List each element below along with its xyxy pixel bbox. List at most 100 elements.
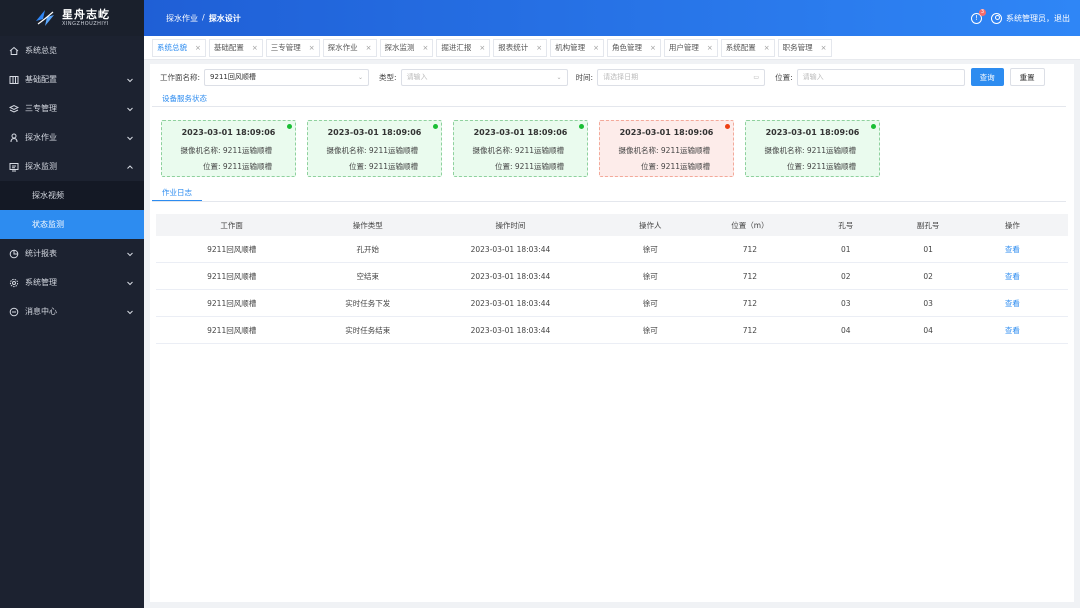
position-value: 9211运输顺槽: [368, 162, 418, 171]
tab-label: 职务管理: [782, 43, 813, 52]
tab-item[interactable]: 角色管理 ×: [607, 38, 661, 57]
sidebar-item-label: 基础配置: [25, 75, 57, 84]
device-card[interactable]: 2023-03-01 18:09:06 摄像机名称: 9211运输顺槽 位置: 92…: [599, 120, 734, 177]
close-icon[interactable]: ×: [650, 43, 656, 52]
view-link[interactable]: 查看: [1004, 325, 1020, 335]
cell-value: 712: [742, 298, 758, 308]
close-icon[interactable]: ×: [365, 43, 372, 52]
device-card[interactable]: 2023-03-01 18:09:06 摄像机名称: 9211运输顺槽 位置: 92…: [161, 120, 296, 177]
sidebar-item[interactable]: 消息中心: [0, 297, 144, 326]
query-button[interactable]: 查询: [970, 68, 1004, 86]
cell-value: 空结束: [356, 271, 379, 281]
cell-value: 徐可: [642, 271, 658, 281]
camera-label: 摄像机名称:: [764, 146, 805, 155]
home-icon: [9, 46, 19, 56]
breadcrumb-separator: /: [202, 12, 205, 22]
logo[interactable]: 星舟志屹 XINGZHOUZHIYI: [0, 0, 144, 36]
sidebar-item-label: 统计报表: [25, 249, 57, 258]
reset-button[interactable]: 重置: [1009, 68, 1045, 86]
close-icon[interactable]: ×: [536, 43, 543, 52]
sidebar-item[interactable]: 三专管理: [0, 94, 144, 123]
close-icon[interactable]: ×: [820, 43, 827, 52]
position-label: 位置:: [786, 162, 805, 171]
sidebar-item[interactable]: 统计报表: [0, 239, 144, 268]
camera-label: 摄像机名称:: [180, 146, 221, 155]
close-icon[interactable]: ×: [422, 43, 429, 52]
close-icon[interactable]: ×: [195, 43, 201, 52]
cell-value: 03: [840, 298, 851, 308]
chevron-down-icon: [126, 134, 134, 142]
table-cell: 01: [899, 245, 956, 254]
tab-item[interactable]: 基础配置 ×: [208, 38, 263, 57]
tab-item[interactable]: 探水监测 ×: [379, 38, 434, 57]
close-icon[interactable]: ×: [593, 43, 599, 52]
close-icon[interactable]: ×: [251, 43, 258, 52]
card-time: 2023-03-01 18:09:06: [327, 128, 422, 137]
column-header: 副孔号: [916, 220, 940, 230]
chevron-down-icon: [126, 279, 134, 287]
close-icon[interactable]: ×: [479, 43, 486, 52]
device-card[interactable]: 2023-03-01 18:09:06 摄像机名称: 9211运输顺槽 位置: 92…: [453, 120, 588, 177]
view-link[interactable]: 查看: [1004, 298, 1020, 308]
sidebar-subitem[interactable]: 探水视频: [0, 181, 144, 210]
tab-item[interactable]: 三专管理 ×: [265, 38, 320, 57]
camera-value: 9211运输顺槽: [514, 146, 564, 155]
type-label: 类型:: [379, 72, 397, 82]
sidebar-item[interactable]: 探水作业: [0, 123, 144, 152]
tab-item[interactable]: 系统配置 ×: [720, 38, 775, 57]
chevron-down-icon: ⌄: [556, 73, 562, 81]
settings-icon: [9, 278, 19, 288]
position-value: 9211运输顺槽: [514, 162, 564, 171]
close-icon[interactable]: ×: [763, 43, 770, 52]
type-select[interactable]: 请输入 ⌄: [400, 68, 568, 86]
tab-item[interactable]: 机构管理 ×: [550, 38, 604, 57]
cell-value: 2023-03-01 18:03:44: [470, 298, 551, 308]
grid-icon: [9, 75, 19, 85]
sidebar-item[interactable]: 探水监测: [0, 152, 144, 181]
cell-value: 01: [923, 244, 933, 254]
column-header: 操作时间: [495, 220, 526, 230]
date-picker[interactable]: 请选择日期 ▭: [597, 68, 766, 86]
sidebar-item[interactable]: 基础配置: [0, 65, 144, 94]
status-dot-icon: [725, 124, 730, 129]
view-link[interactable]: 查看: [1004, 244, 1020, 254]
sidebar-item[interactable]: 系统管理: [0, 268, 144, 297]
chevron-down-icon: [126, 250, 134, 258]
view-link[interactable]: 查看: [1004, 271, 1020, 281]
sidebar-item[interactable]: 系统总览: [0, 36, 144, 65]
device-status-tab[interactable]: 设备服务状态: [152, 93, 217, 107]
top-header: 探水作业 / 探水设计 ! 3 系统管理员，退出: [144, 0, 1080, 36]
tab-item[interactable]: 职务管理 ×: [777, 38, 832, 57]
device-card[interactable]: 2023-03-01 18:09:06 摄像机名称: 9211运输顺槽 位置: 92…: [745, 120, 880, 177]
tab-item[interactable]: 探水作业 ×: [322, 38, 377, 57]
breadcrumb-item[interactable]: 探水作业: [166, 13, 198, 23]
cell-value: 03: [923, 298, 933, 308]
position-label: 位置:: [202, 162, 221, 171]
position-input[interactable]: 请输入: [796, 68, 965, 86]
workface-label: 工作面名称:: [160, 72, 201, 82]
sidebar-subitem[interactable]: 状态监测: [0, 210, 144, 239]
tab-label: 系统配置: [725, 43, 756, 52]
table-cell: 徐可: [593, 271, 708, 282]
status-dot-icon: [433, 124, 438, 129]
workface-select[interactable]: 9211回风顺槽 ⌄: [204, 68, 370, 86]
close-icon[interactable]: ×: [706, 43, 713, 52]
close-icon[interactable]: ×: [308, 43, 315, 52]
position-placeholder: 请输入: [802, 73, 824, 81]
tab-item[interactable]: 系统总貌 ×: [152, 38, 206, 57]
tab-item[interactable]: 用户管理 ×: [663, 38, 718, 57]
notification-icon[interactable]: ! 3: [971, 8, 986, 24]
cell-value: 孔开始: [356, 244, 379, 254]
tab-item[interactable]: 报表统计 ×: [493, 38, 548, 57]
tab-item[interactable]: 掘进汇报 ×: [436, 38, 491, 57]
cell-value: 9211回风顺槽: [207, 325, 257, 335]
user-logout-text[interactable]: 系统管理员，退出: [1006, 13, 1070, 23]
work-log-tab[interactable]: 作业日志: [152, 187, 202, 201]
table-cell: 02: [792, 272, 899, 281]
main-panel: 工作面名称: 9211回风顺槽 ⌄ 类型: 请输入 ⌄ 时间: 请选择日期 ▭ …: [150, 64, 1074, 602]
column-header: 操作: [1004, 220, 1020, 230]
device-card[interactable]: 2023-03-01 18:09:06 摄像机名称: 9211运输顺槽 位置: 92…: [307, 120, 442, 177]
table-cell: 9211回风顺槽: [156, 298, 307, 309]
work-log-table: 工作面 操作类型 操作时间 操作人 位置（m） 孔号 副孔号 操作 9211回风顺槽 孔开始 20…: [156, 214, 1068, 344]
calendar-icon: ▭: [753, 73, 760, 81]
